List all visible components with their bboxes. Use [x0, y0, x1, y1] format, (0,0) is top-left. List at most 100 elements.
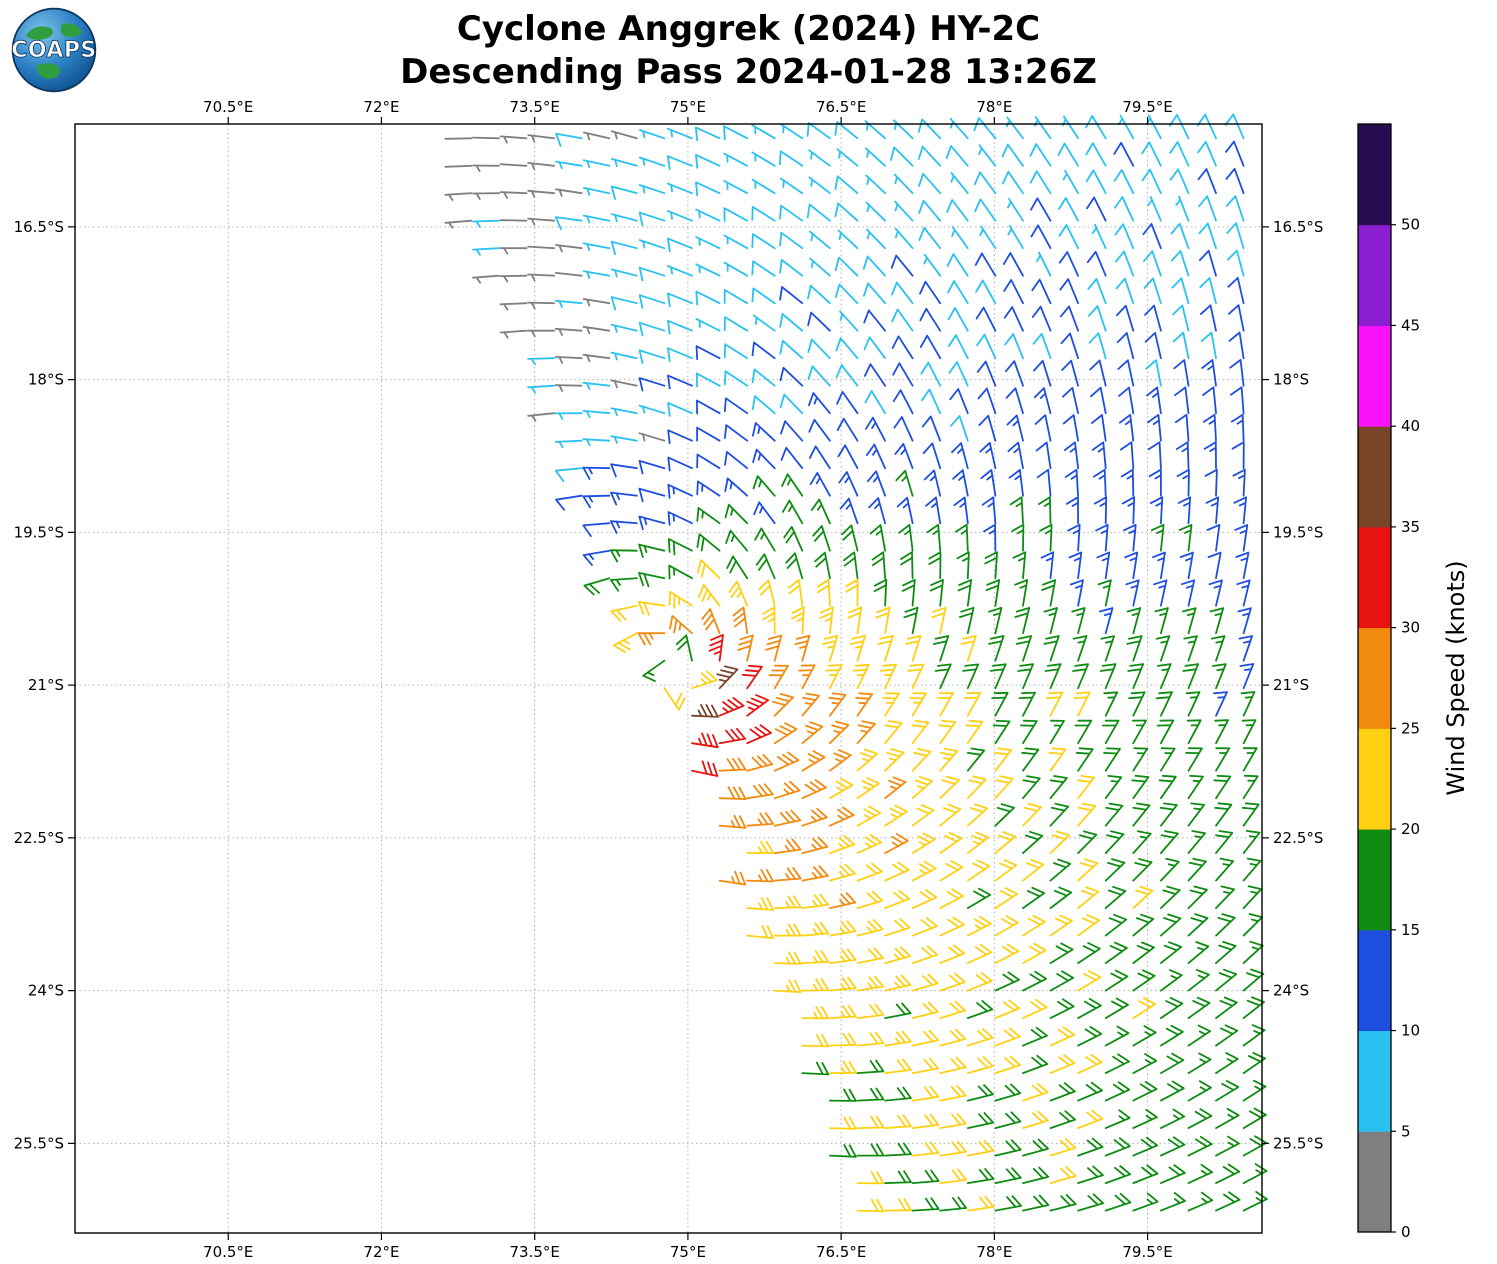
- wind-barb: [966, 887, 992, 909]
- wind-barb: [751, 260, 776, 277]
- wind-barb: [1119, 414, 1135, 442]
- wind-barb: [1022, 858, 1045, 882]
- wind-barb: [1014, 579, 1029, 607]
- wind-barb: [801, 836, 829, 854]
- wind-barb: [911, 776, 934, 800]
- wind-barb: [1032, 332, 1052, 360]
- wind-barb: [994, 1195, 1022, 1212]
- wind-barb: [895, 469, 914, 497]
- wind-barb: [1143, 250, 1162, 277]
- wind-barb: [966, 775, 987, 800]
- wind-barb: [834, 256, 859, 277]
- wind-barb: [976, 360, 997, 387]
- wind-barb: [1125, 579, 1140, 607]
- wind-barb: [1022, 775, 1041, 800]
- wind-barb: [959, 606, 975, 635]
- wind-barb: [1177, 496, 1192, 525]
- wind-barb: [1225, 167, 1245, 195]
- wind-barb: [669, 615, 693, 635]
- wind-barb: [1049, 1054, 1076, 1074]
- wind-barb: [1049, 830, 1071, 854]
- wind-barb: [926, 523, 942, 552]
- wind-barb: [918, 199, 942, 222]
- wind-barb: [667, 483, 693, 499]
- wind-barb: [1104, 775, 1123, 800]
- wind-barb: [1077, 1193, 1104, 1212]
- wind-barb: [752, 314, 776, 332]
- x-tick-label-bottom: 70.5°E: [203, 1243, 253, 1261]
- wind-barb: [1077, 1026, 1103, 1047]
- wind-barb: [1049, 719, 1065, 745]
- wind-barb: [798, 664, 816, 690]
- wind-barb: [1145, 359, 1162, 387]
- wind-barb: [829, 1004, 857, 1019]
- wind-barb: [779, 150, 804, 167]
- wind-barb: [1087, 278, 1107, 305]
- wind-barb: [1242, 913, 1263, 937]
- wind-barb: [1242, 940, 1264, 964]
- wind-barb: [1187, 802, 1205, 827]
- wind-barb: [856, 805, 882, 827]
- wind-barb: [1115, 250, 1135, 277]
- x-tick-label-bottom: 72°E: [363, 1243, 399, 1261]
- wind-barb: [1132, 1025, 1157, 1047]
- wind-barb: [1049, 942, 1074, 964]
- wind-barb: [954, 523, 969, 552]
- wind-barb: [801, 807, 828, 827]
- wind-barb: [610, 379, 638, 389]
- wind-barb: [911, 804, 935, 827]
- wind-barb: [966, 1084, 994, 1102]
- wind-barb: [780, 177, 804, 195]
- wind-barb: [723, 207, 749, 223]
- colorbar-tick-label: 10: [1401, 1022, 1420, 1040]
- wind-barb: [444, 164, 473, 168]
- wind-barb: [696, 559, 721, 580]
- wind-barb: [1148, 468, 1162, 497]
- wind-barb: [819, 606, 834, 635]
- wind-barb: [785, 552, 804, 580]
- colorbar-tick-label: 40: [1401, 417, 1420, 435]
- wind-barb: [1187, 941, 1210, 964]
- wind-barb: [726, 555, 749, 580]
- wind-barb: [856, 1143, 885, 1157]
- wind-barb: [1173, 359, 1190, 387]
- wind-barb: [951, 442, 969, 470]
- colorbar-tick-label: 35: [1401, 518, 1420, 536]
- colorbar-segment: [1358, 627, 1391, 729]
- wind-barb: [1132, 1192, 1159, 1212]
- wind-barb: [1228, 331, 1245, 360]
- wind-barb: [499, 219, 528, 222]
- wind-barb: [900, 551, 914, 580]
- wind-barb: [884, 918, 911, 937]
- wind-barb: [1104, 1109, 1131, 1129]
- wind-barb: [960, 635, 977, 662]
- wind-barb: [809, 230, 831, 250]
- wind-barb: [1197, 141, 1217, 167]
- wind-barb: [939, 888, 965, 909]
- wind-barb: [1156, 663, 1172, 690]
- wind-barb: [1104, 858, 1126, 882]
- wind-barb: [695, 126, 721, 142]
- wind-barb: [1185, 747, 1203, 772]
- wind-barb: [869, 524, 886, 552]
- wind-barb: [1180, 579, 1196, 607]
- wind-barb: [920, 361, 942, 387]
- wind-barb: [751, 368, 776, 387]
- wind-barb: [1160, 969, 1183, 992]
- wind-barb: [939, 775, 960, 800]
- wind-barb: [637, 632, 666, 646]
- wind-barb: [925, 496, 942, 525]
- wind-barb: [801, 978, 830, 992]
- wind-barb: [1160, 747, 1176, 772]
- wind-barb: [856, 975, 884, 992]
- wind-barb: [1187, 830, 1206, 854]
- wind-barb: [527, 357, 555, 366]
- wind-barb: [773, 867, 802, 882]
- wind-barb: [856, 748, 879, 772]
- wind-barb: [917, 145, 942, 167]
- wind-barb: [758, 579, 776, 607]
- wind-barb: [1213, 691, 1228, 717]
- wind-barb: [922, 442, 942, 470]
- wind-barb: [836, 417, 859, 442]
- wind-barb: [751, 151, 776, 167]
